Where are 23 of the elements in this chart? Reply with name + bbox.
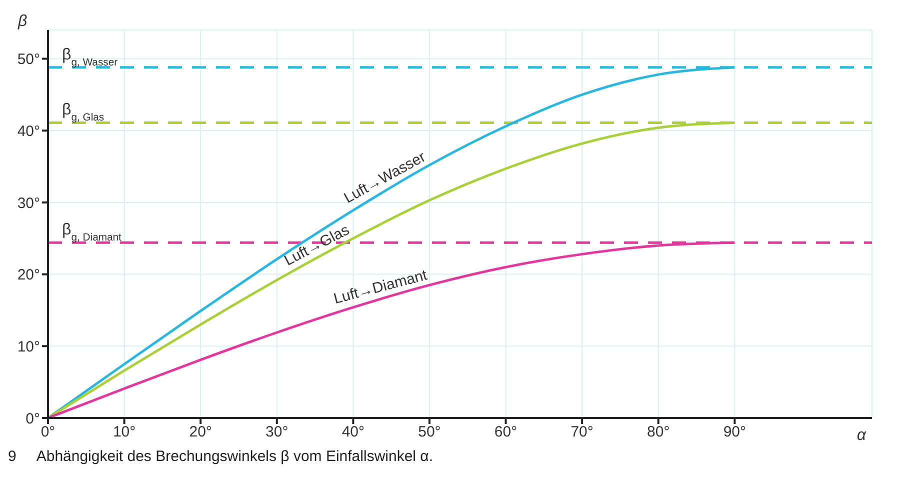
text: Abhängigkeit des Brechungswinkels β vom Einfallswinkel α. bbox=[36, 448, 434, 465]
ref-line-label: β$_{g, Diamant}$ bbox=[62, 222, 122, 244]
y-tick-label: 50° bbox=[17, 51, 40, 68]
y-tick-label: 0° bbox=[26, 410, 40, 428]
x-tick-label: 50° bbox=[418, 424, 441, 441]
x-tick-label: 40° bbox=[342, 424, 365, 441]
x-tick-label: 70° bbox=[570, 424, 594, 441]
x-tick-label: 90° bbox=[723, 424, 746, 441]
y-tick-label: 20° bbox=[17, 266, 40, 284]
y-tick-label: 10° bbox=[17, 338, 40, 356]
x-tick-label: 0° bbox=[40, 424, 56, 441]
x-tick-label: 60° bbox=[494, 424, 518, 441]
x-tick-label: 20° bbox=[189, 424, 212, 441]
x-axis-title: α bbox=[856, 427, 867, 444]
x-tick-label: 30° bbox=[266, 424, 288, 441]
y-tick-label: 30° bbox=[17, 194, 40, 212]
y-tick-label: 40° bbox=[17, 122, 40, 140]
x-tick-label: 80° bbox=[647, 424, 670, 441]
x-tick-label: 10° bbox=[112, 424, 136, 441]
y-axis-title: β bbox=[17, 13, 28, 30]
ref-line-label: β$_{g, Wasser}$ bbox=[62, 46, 118, 68]
ref-line-label: β$_{g, Glas}$ bbox=[62, 102, 104, 124]
text: 9 bbox=[8, 448, 16, 465]
